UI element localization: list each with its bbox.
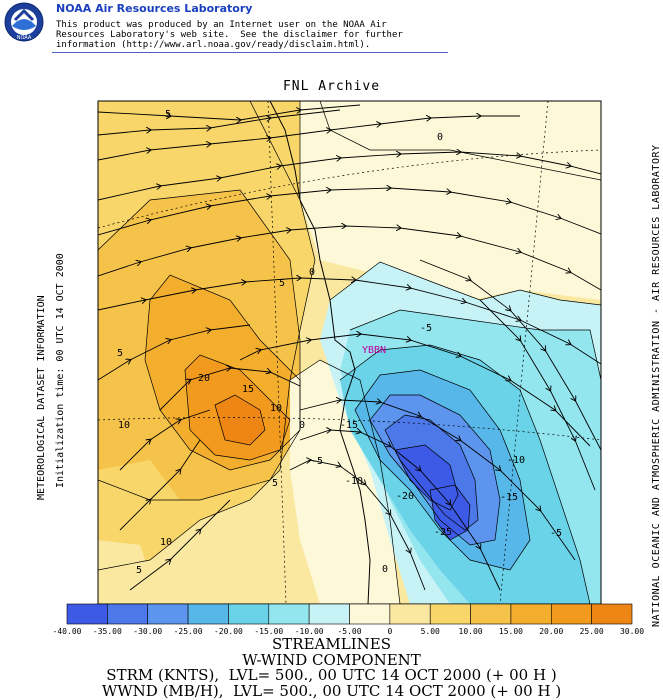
disclaimer-line-2: Resources Laboratory's web site. See the…: [56, 30, 403, 40]
caption-wwind: W-WIND COMPONENT: [242, 651, 421, 669]
colorbar-tick-label: 5.00: [421, 627, 440, 636]
contour-label: 15: [242, 384, 254, 395]
streamlines: [98, 104, 601, 591]
contour-label: 5: [165, 109, 171, 120]
contour-label: -10: [345, 476, 363, 487]
caption-strm: STRM (KNTS), LVL= 500., 00 UTC 14 OCT 20…: [106, 666, 557, 684]
contour-label: 5: [279, 278, 285, 289]
colorbar-swatch: [107, 603, 149, 625]
contour-label: 10: [160, 537, 172, 548]
colorbar-swatch: [510, 603, 552, 625]
map-field: YBBN 5 0 5 0 -5 5 20 15 10 10 0 -15 -5 -…: [98, 101, 601, 604]
colorbar-tick-label: 30.00: [620, 627, 644, 636]
disclaimer-line-3: information (http://www.arl.noaa.gov/rea…: [56, 40, 371, 50]
contour-label: -5: [550, 528, 562, 539]
colorbar-tick-label: -5.00: [337, 627, 361, 636]
caption-wwnd: WWND (MB/H), LVL= 500., 00 UTC 14 OCT 20…: [101, 682, 562, 700]
contour-label: 5: [136, 565, 142, 576]
contour-label-group: 5 0 5 0 -5 5 20 15 10 10 0 -15 -5 -10 -1…: [117, 109, 562, 576]
colorbar-tick-label: -40.00: [53, 627, 82, 636]
contour-label: 5: [272, 478, 278, 489]
contour-label: -25: [434, 527, 452, 538]
contour-label: 0: [299, 420, 305, 431]
colorbar-swatch: [470, 603, 512, 625]
contour-label: 10: [118, 420, 130, 431]
contour-label: -15: [500, 492, 518, 503]
contour-label: 5: [117, 348, 123, 359]
right-label-agency: NATIONAL OCEANIC AND ATMOSPHERIC ADMINIS…: [651, 144, 662, 627]
left-label-init-time: Initialization time: 00 UTC 14 OCT 2000: [55, 253, 66, 488]
colorbar-tick-label: 15.00: [499, 627, 523, 636]
colorbar-tick-label: 25.00: [580, 627, 604, 636]
contour-label: 0: [437, 132, 443, 143]
colorbar-swatch: [228, 603, 270, 625]
station-label: YBBN: [362, 345, 386, 356]
header-divider: [52, 52, 448, 53]
colorbar-swatch: [429, 603, 471, 625]
contour-label: 0: [382, 564, 388, 575]
noaa-logo: NOAA: [4, 2, 44, 42]
colorbar-swatch: [550, 603, 592, 625]
colorbar-tick-label: 20.00: [539, 627, 563, 636]
colorbar-swatch: [591, 603, 633, 625]
disclaimer-line-1: This product was produced by an Internet…: [56, 20, 387, 30]
contour-label: -5: [420, 323, 432, 334]
colorbar: -40.00 -35.00 -30.00 -25.00 -20.00 -15.00 -10.…: [53, 603, 644, 636]
colorbar-tick-label: -20.00: [214, 627, 243, 636]
colorbar-swatch: [389, 603, 431, 625]
colorbar-swatch: [308, 603, 350, 625]
contour-label: 0: [309, 267, 315, 278]
map-title: FNL Archive: [282, 79, 381, 94]
colorbar-swatch: [147, 603, 189, 625]
contour-label: 20: [198, 373, 210, 384]
colorbar-tick-label: -25.00: [174, 627, 203, 636]
colorbar-swatch: [268, 603, 310, 625]
contour-label: -20: [396, 491, 414, 502]
colorbar-swatch: [187, 603, 229, 625]
contour-label: -15: [340, 420, 358, 431]
colorbar-swatch: [66, 603, 108, 625]
colorbar-swatch: [349, 603, 391, 625]
colorbar-tick-label: -35.00: [93, 627, 122, 636]
left-label-dataset: METEOROLOGICAL DATASET INFORMATION: [36, 295, 47, 500]
org-title: NOAA Air Resources Laboratory: [56, 2, 253, 15]
colorbar-tick-label: -15.00: [254, 627, 283, 636]
colorbar-tick-label: 10.00: [459, 627, 483, 636]
svg-text:NOAA: NOAA: [17, 35, 32, 41]
contour-label: -5: [311, 456, 323, 467]
colorbar-tick-label: 0: [387, 627, 392, 636]
contour-label: -10: [507, 455, 525, 466]
caption-streamlines: STREAMLINES: [272, 635, 391, 653]
contour-label: 10: [270, 403, 282, 414]
colorbar-tick-label: -10.00: [295, 627, 324, 636]
colorbar-tick-label: -30.00: [133, 627, 162, 636]
